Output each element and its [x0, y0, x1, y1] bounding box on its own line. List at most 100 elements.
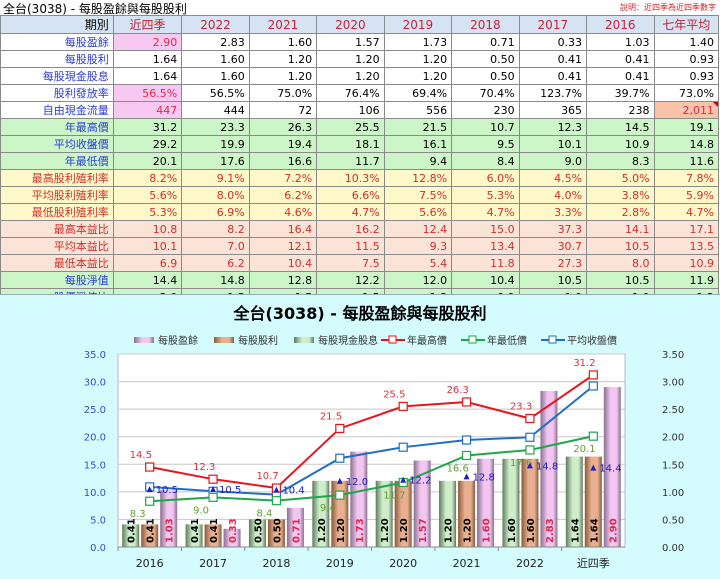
bar	[584, 456, 602, 547]
table-cell: 5.6%	[112, 186, 183, 204]
table-cell: 29.2	[112, 135, 183, 153]
table-cell: 1.20	[316, 67, 385, 85]
low-price-marker	[271, 496, 282, 506]
bar	[223, 528, 241, 547]
book-value-label: 12.2	[409, 476, 431, 487]
table-cell: 10.8	[112, 220, 183, 238]
chart-title: 全台(3038) - 每股盈餘與每股股利	[233, 304, 487, 323]
avg-price-marker	[335, 453, 345, 463]
table-row: 最高本益比 10.8 8.2 16.4 16.2 12.4 15.0 37.3 14.1 17.1	[0, 220, 720, 238]
table-cell: 13.4	[451, 237, 520, 255]
legend-label: 每股現金股息	[318, 334, 378, 347]
left-axis-tick: 10.0	[84, 488, 106, 499]
table-cell: 1.64	[112, 50, 183, 68]
high-price-marker	[588, 370, 598, 380]
table-cell: 16.1	[383, 135, 453, 153]
left-axis-tick: 15.0	[84, 460, 106, 471]
table-cell: 1.03	[586, 33, 655, 51]
table-cell: 12.0	[383, 271, 453, 289]
row-label: 平均本益比	[0, 237, 114, 255]
bar	[458, 480, 476, 547]
table-cell: 10.3%	[316, 169, 385, 187]
table-cell: 75.0%	[248, 84, 318, 102]
table-cell: 19.4	[248, 135, 318, 153]
x-axis-label: 2017	[199, 557, 227, 570]
bar-value-label: 1.03	[165, 518, 176, 543]
bar	[394, 480, 412, 547]
table-cell: 39.7%	[586, 84, 655, 102]
book-value-marker	[210, 486, 217, 493]
right-axis-tick: 3.50	[662, 350, 684, 361]
table-cell: 1.20	[248, 50, 318, 68]
table-cell: 14.5	[586, 118, 655, 136]
legend-label: 平均收盤價	[567, 334, 617, 347]
bar-value-label: 1.57	[418, 518, 429, 543]
table-cell: 14.8	[653, 135, 720, 153]
row-label: 每股淨值	[0, 271, 114, 289]
table-cell: 27.3	[518, 254, 588, 272]
table-cell: 6.9	[112, 254, 183, 272]
right-axis-tick: 1.00	[662, 488, 684, 499]
high-price-value-label: 12.3	[193, 462, 215, 473]
left-axis-tick: 35.0	[84, 350, 106, 361]
table-cell: 365	[518, 101, 588, 119]
table-cell: 2.8%	[586, 203, 655, 221]
table-cell: 4.7%	[316, 203, 385, 221]
high-price-marker	[525, 413, 535, 424]
bar-value-label: 2.83	[545, 518, 556, 543]
bar	[521, 458, 539, 547]
avg-price-line	[149, 385, 594, 496]
high-price-marker	[335, 423, 345, 434]
table-row: 每股淨值 14.4 14.8 12.8 12.2 12.0 10.4 10.5 10.5 11.9	[0, 271, 720, 289]
table-row: 自由現金流量 447 444 72 106 556 230 365 238 2,011	[0, 101, 720, 119]
table-cell: 21.5	[383, 118, 453, 136]
book-value-marker	[146, 486, 153, 493]
table-cell: 0.41	[518, 67, 588, 85]
right-axis-tick: 0.50	[662, 515, 684, 526]
table-cell: 5.4	[383, 254, 453, 272]
table-cell: 13.5	[653, 237, 720, 255]
legend-swatch	[134, 337, 154, 343]
table-cell: 1.20	[383, 67, 453, 85]
table-row: 股利發放率 56.5% 56.5% 75.0% 76.4% 69.4% 70.4% 123.7…	[0, 84, 720, 102]
row-label: 年最低價	[0, 152, 114, 170]
legend-marker	[388, 335, 397, 344]
book-value-marker	[336, 477, 343, 484]
table-cell: 15.0	[451, 220, 520, 238]
table-cell: 8.2	[181, 220, 250, 238]
table-cell: 230	[451, 101, 520, 119]
low-price-value-label: 8.3	[130, 509, 146, 520]
bar-value-label: 1.64	[589, 518, 600, 543]
row-label: 自由現金流量	[0, 101, 114, 119]
table-row: 每股股利 1.64 1.60 1.20 1.20 1.20 0.50 0.41 0.41 0.93	[0, 50, 720, 68]
bar	[185, 524, 203, 547]
table-cell: 16.4	[248, 220, 318, 238]
table-cell: 1.20	[316, 50, 385, 68]
book-value-marker	[273, 486, 280, 493]
table-cell: 25.5	[316, 118, 385, 136]
table-cell: 7.5%	[383, 186, 453, 204]
table-cell: 19.1	[653, 118, 720, 136]
table-cell: 31.2	[112, 118, 183, 136]
bar-value-label: 1.60	[507, 518, 518, 543]
bar	[375, 480, 393, 547]
table-cell: 10.9	[653, 254, 720, 272]
book-value-label: 10.4	[282, 486, 304, 497]
table-cell: 14.4	[112, 271, 183, 289]
left-axis-tick: 25.0	[84, 405, 106, 416]
table-cell: 6.2	[181, 254, 250, 272]
legend-label: 每股盈餘	[158, 334, 198, 347]
right-axis-tick: 2.50	[662, 405, 684, 416]
table-cell: 20.1	[112, 152, 183, 170]
legend-swatch	[294, 337, 314, 343]
table-cell: 10.1	[518, 135, 588, 153]
bar	[477, 458, 495, 547]
table-cell: 8.0%	[181, 186, 250, 204]
high-price-value-label: 10.7	[256, 471, 278, 482]
table-cell: 4.0%	[518, 186, 588, 204]
bar-value-label: 2.90	[608, 518, 619, 543]
table-cell: 3.3%	[518, 203, 588, 221]
table-row: 每股盈餘 2.90 2.83 1.60 1.57 1.73 0.71 0.33 1.03 1.40	[0, 33, 720, 51]
table-cell: 6.9%	[181, 203, 250, 221]
